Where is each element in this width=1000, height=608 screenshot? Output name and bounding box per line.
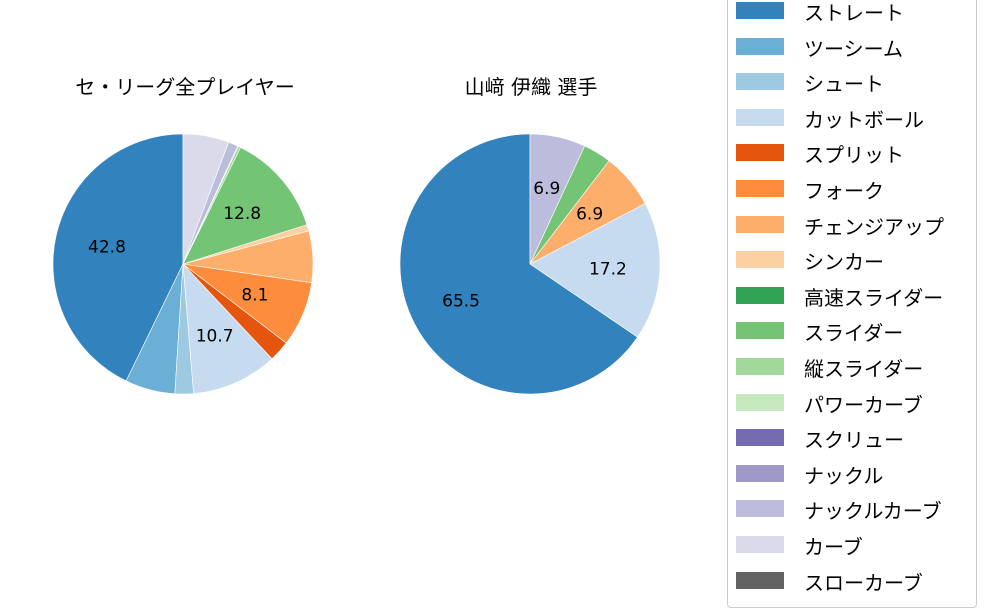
legend-swatch — [736, 215, 784, 233]
legend-swatch — [736, 2, 784, 19]
legend-swatch — [736, 358, 784, 375]
legend-label: 縦スライダー — [804, 357, 924, 381]
legend-item: ツーシーム — [728, 28, 976, 64]
legend-swatch — [736, 180, 784, 197]
legend-label: パワーカーブ — [804, 392, 923, 417]
legend-label: ナックル — [804, 463, 884, 488]
legend-swatch — [736, 286, 784, 304]
legend-item: 縦スライダー — [728, 348, 976, 384]
legend-swatch — [736, 500, 784, 518]
legend-label: ツーシーム — [804, 36, 903, 61]
legend-item: シンカー — [728, 241, 976, 277]
legend-item: ナックル — [728, 455, 976, 491]
pie-slice — [182, 263, 273, 394]
legend-swatch — [736, 251, 784, 269]
legend-swatch — [736, 571, 784, 589]
legend-label: フォーク — [804, 179, 884, 203]
pie-value-label: 17.2 — [589, 259, 627, 279]
legend-item: チェンジアップ — [728, 206, 976, 242]
legend-swatch — [736, 536, 784, 553]
legend-item: パワーカーブ — [728, 384, 976, 420]
pie-slice — [399, 133, 638, 395]
legend-label: カーブ — [804, 535, 863, 559]
legend-label: シュート — [804, 72, 884, 97]
legend-item: 高速スライダー — [728, 277, 976, 313]
legend-swatch — [736, 464, 784, 482]
legend-item: フォーク — [728, 170, 976, 206]
pie-slice — [182, 147, 308, 265]
legend-item: シュート — [728, 63, 976, 99]
pie-slice — [529, 133, 586, 265]
legend-swatch — [736, 393, 784, 411]
legend-item: ストレート — [728, 0, 976, 28]
legend-item: カーブ — [728, 526, 976, 562]
legend-item: スローカーブ — [728, 562, 976, 598]
legend-swatch — [736, 429, 784, 447]
legend-label: スプリット — [804, 143, 904, 168]
legend: ストレートツーシームシュートカットボール スプリットフォークチェンジアップ シンカー… — [727, 0, 977, 608]
legend-label: シンカー — [804, 250, 884, 275]
legend-item: スプリット — [728, 134, 976, 170]
legend-label: スクリュー — [804, 428, 904, 453]
pie-value-label: 6.9 — [576, 205, 603, 225]
legend-label: 高速スライダー — [804, 285, 944, 310]
legend-item: ナックルカーブ — [728, 490, 976, 526]
left-chart-title: セ・リーグ全プレイヤー — [75, 75, 295, 99]
pie-value-label: 6.9 — [533, 179, 560, 199]
pie-value-label: 42.8 — [88, 238, 126, 258]
legend-label: カットボール — [804, 107, 924, 132]
legend-label: スライダー — [804, 321, 904, 346]
pie-value-label: 10.7 — [196, 326, 234, 346]
pie-value-label: 65.5 — [442, 291, 480, 311]
legend-swatch — [736, 322, 784, 340]
legend-label: ナックルカーブ — [804, 499, 942, 524]
legend-item: スクリュー — [728, 419, 976, 455]
legend-label: ストレート — [804, 1, 904, 25]
legend-label: スローカーブ — [804, 570, 923, 595]
legend-swatch — [736, 144, 784, 162]
pie-slice — [529, 203, 661, 338]
right-chart-title: 山﨑 伊織 選手 — [464, 75, 598, 99]
legend-item: スライダー — [728, 312, 976, 348]
pie-charts: 42.8 10.7 8.1 12.8 65.5 17.2 6.9 6.9 — [52, 133, 661, 395]
pie-slice — [52, 133, 184, 382]
pie-slice — [182, 133, 229, 265]
legend-label: チェンジアップ — [804, 214, 944, 239]
pie-value-label: 8.1 — [241, 285, 268, 305]
legend-swatch — [736, 37, 784, 55]
legend-item: カットボール — [728, 99, 976, 135]
legend-swatch — [736, 73, 784, 91]
legend-swatch — [736, 108, 784, 126]
pie-value-label: 12.8 — [223, 204, 261, 224]
